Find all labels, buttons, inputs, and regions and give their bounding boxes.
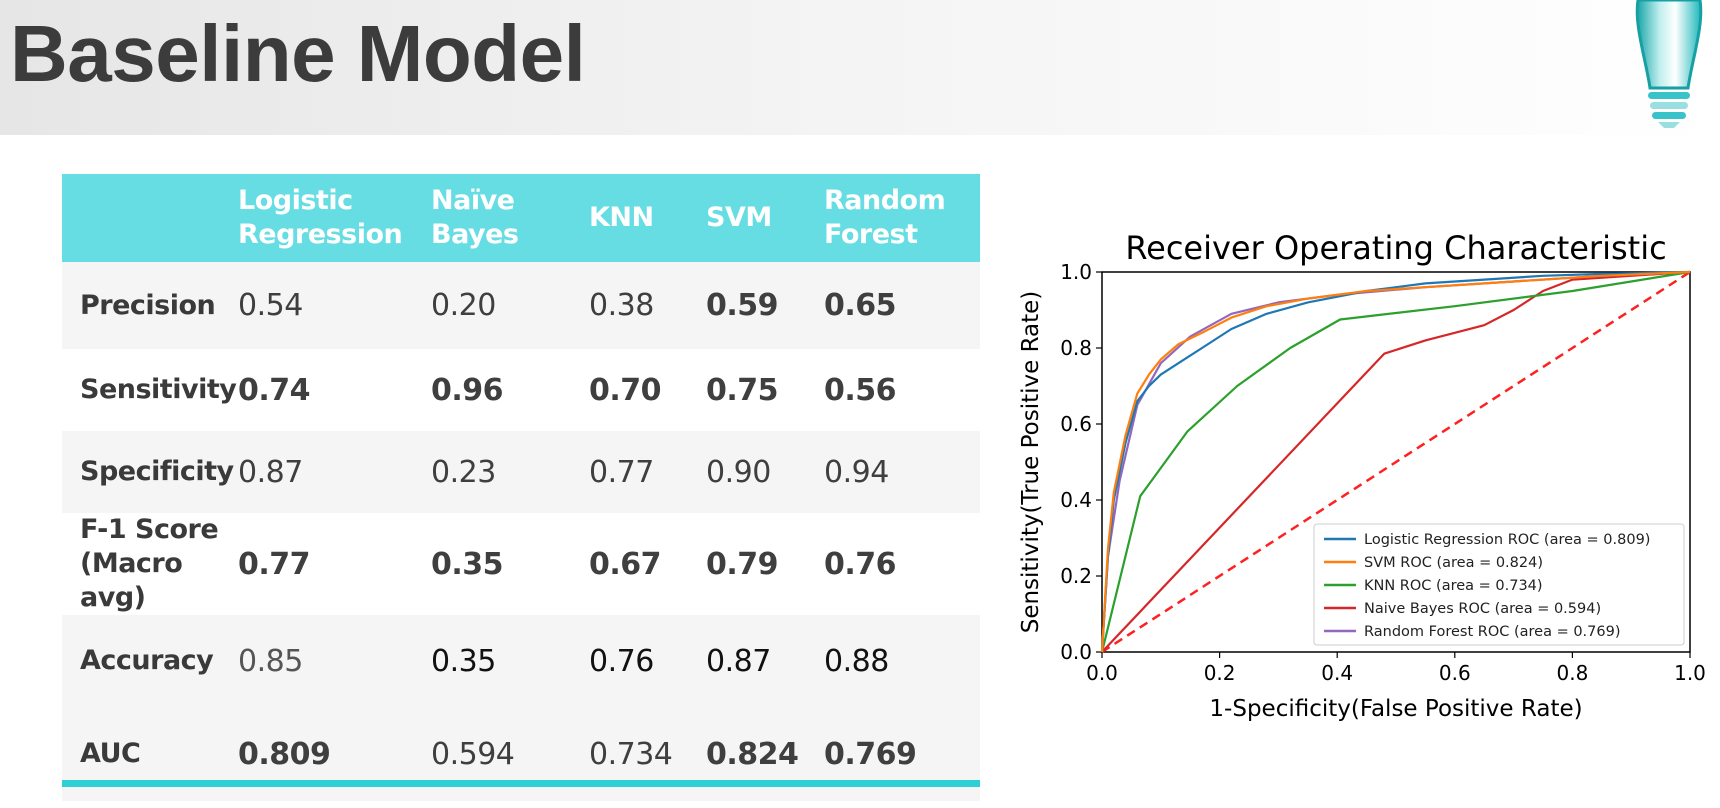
table-cell: 0.35 [431,513,589,615]
row-label: Sensitivity [62,349,238,431]
table-cell: 0.79 [706,513,824,615]
row-label: Precision [62,262,238,349]
table-cell: 0.54 [238,262,431,349]
y-tick-label: 0.2 [1060,564,1092,588]
y-tick-label: 0.0 [1060,640,1092,664]
legend-label: KNN ROC (area = 0.734) [1364,578,1543,594]
plot-frame [1101,271,1691,653]
row-label: Specificity [62,431,238,513]
y-axis-label: Sensitivity(True Positive Rate) [1018,291,1044,634]
series-line-2 [1100,270,1691,653]
table-row-f1-score: F-1 Score (Macro avg) 0.77 0.35 0.67 0.7… [62,513,980,615]
table-cell: 0.35 [431,615,589,707]
metrics-table: Logistic Regression Naïve Bayes KNN SVM … [62,174,980,801]
legend-label: SVM ROC (area = 0.824) [1364,555,1543,571]
table-cell: 0.87 [706,615,824,707]
table-row-specificity: Specificity 0.87 0.23 0.77 0.90 0.94 [62,431,980,513]
legend-label: Random Forest ROC (area = 0.769) [1364,624,1621,640]
row-label: F-1 Score (Macro avg) [62,513,238,615]
table-cell: 0.96 [431,349,589,431]
series-line-3 [1101,270,1691,653]
table-bottom-bar [62,780,980,787]
table-cell: 0.76 [824,513,980,615]
header-random-forest: Random Forest [824,174,980,262]
header-band [0,0,1720,135]
chance-line [1101,270,1691,654]
header-logistic-regression: Logistic Regression [238,174,431,262]
roc-chart: Receiver Operating Characteristic 0.0 0.2… [1018,229,1706,722]
table-row-sensitivity: Sensitivity 0.74 0.96 0.70 0.75 0.56 [62,349,980,431]
chart-legend: Logistic Regression ROC (area = 0.809) SV… [1313,523,1685,646]
table-cell: 0.76 [589,615,706,707]
axis-ticks: 0.0 0.2 0.4 0.6 0.8 1.0 0.0 0.2 0.4 0.6 0.8 1.0 [1060,260,1706,685]
lightbulb-icon [1635,0,1703,128]
table-cell: 0.90 [706,431,824,513]
chart-title: Receiver Operating Characteristic [1125,229,1666,267]
table-cell: 0.77 [238,513,431,615]
table-cell: 0.87 [238,431,431,513]
roc-curves [1100,270,1691,653]
table-cell: 0.94 [824,431,980,513]
series-line-0 [1100,270,1691,653]
x-tick-label: 0.0 [1086,661,1118,685]
x-axis-label: 1-Specificity(False Positive Rate) [1209,696,1582,722]
table-cell: 0.77 [589,431,706,513]
legend-box [1313,523,1685,646]
header-knn: KNN [589,174,706,262]
table-cell: 0.23 [431,431,589,513]
table-cell: 0.56 [824,349,980,431]
y-tick-label: 1.0 [1060,260,1092,284]
table-cell: 0.88 [824,615,980,707]
x-tick-label: 0.8 [1556,661,1588,685]
series-line-1 [1100,270,1691,653]
page-title: Baseline Model [10,9,586,98]
table-cell: 0.20 [431,262,589,349]
row-label: Accuracy [62,615,238,707]
x-tick-label: 0.4 [1321,661,1353,685]
header-svm: SVM [706,174,824,262]
table-cell: 0.59 [706,262,824,349]
header-blank [62,174,238,262]
table-row-accuracy: Accuracy 0.85 0.35 0.76 0.87 0.88 [62,615,980,707]
table-cell: 0.70 [589,349,706,431]
table-cell: 0.74 [238,349,431,431]
table-row-precision: Precision 0.54 0.20 0.38 0.59 0.65 [62,262,980,349]
table-cell: 0.67 [589,513,706,615]
table-cell: 0.75 [706,349,824,431]
legend-label: Naive Bayes ROC (area = 0.594) [1364,601,1601,617]
x-tick-label: 0.2 [1204,661,1236,685]
x-tick-label: 0.6 [1439,661,1471,685]
legend-label: Logistic Regression ROC (area = 0.809) [1364,532,1650,548]
y-tick-label: 0.8 [1060,336,1092,360]
table-cell: 0.85 [238,615,431,707]
table-cell: 0.65 [824,262,980,349]
x-tick-label: 1.0 [1674,661,1706,685]
header-naive-bayes: Naïve Bayes [431,174,589,262]
table-header-row: Logistic Regression Naïve Bayes KNN SVM … [62,174,980,262]
table-cell: 0.38 [589,262,706,349]
y-tick-label: 0.6 [1060,412,1092,436]
y-tick-label: 0.4 [1060,488,1092,512]
